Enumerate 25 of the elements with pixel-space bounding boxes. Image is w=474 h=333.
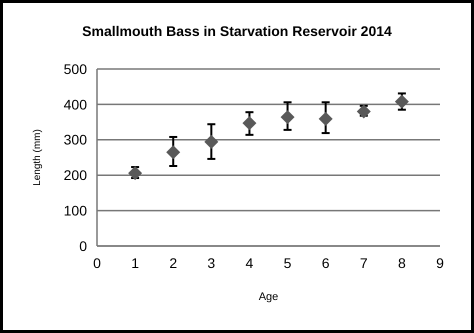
y-axis-title: Length (mm) [32,129,43,186]
x-tick-label: 2 [169,255,178,271]
x-tick-label: 0 [93,255,102,271]
point [166,145,180,160]
x-tick-label: 4 [246,255,254,271]
point [204,134,218,149]
x-axis-title: Age [258,291,278,303]
chart-title: Smallmouth Bass in Starvation Reservoir 2014 [82,23,392,39]
x-tick-label: 3 [207,255,216,271]
x-tick-label: 5 [284,255,292,271]
x-tick-label: 1 [131,255,140,271]
y-tick-label: 400 [64,96,88,112]
y-tick-label: 300 [64,132,88,148]
y-tick-label: 0 [79,238,88,254]
y-tick-label: 100 [64,202,88,218]
x-tick-label: 7 [360,255,368,271]
point [280,110,295,124]
x-tick-label: 8 [398,255,406,271]
x-tick-label: 9 [436,255,444,271]
point [318,112,333,126]
point [394,94,409,109]
point [242,116,256,130]
y-tick-label: 500 [64,60,88,77]
x-tick-label: 6 [322,255,330,271]
y-tick-label: 200 [64,167,88,184]
